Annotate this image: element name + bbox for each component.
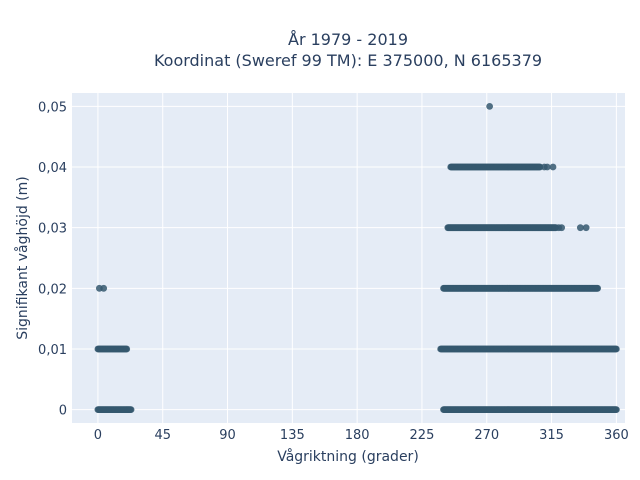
data-point	[486, 102, 494, 110]
chart-title-line1: År 1979 - 2019	[288, 30, 408, 49]
chart-title-line2: Koordinat (Sweref 99 TM): E 375000, N 61…	[154, 51, 542, 70]
plot-area	[72, 93, 625, 423]
y-tick-label: 0,01	[38, 343, 67, 358]
x-tick-label: 135	[280, 428, 305, 443]
x-axis-label: Vågriktning (grader)	[277, 448, 419, 465]
data-point	[576, 224, 584, 232]
y-tick-label: 0	[59, 404, 67, 419]
y-axis-ticks: 0 0,01 0,02 0,03 0,04 0,05	[38, 100, 67, 418]
x-tick-label: 0	[94, 428, 102, 443]
data-point	[594, 284, 602, 292]
data-point	[543, 163, 551, 171]
x-tick-label: 315	[539, 428, 564, 443]
x-axis-ticks: 0 45 90 135 180 225 270 315 360	[94, 428, 629, 443]
x-tick-label: 45	[154, 428, 171, 443]
data-point	[612, 406, 620, 414]
data-point	[127, 406, 135, 414]
data-point	[100, 284, 108, 292]
data-point	[123, 345, 131, 353]
data-points	[94, 102, 620, 414]
data-point	[549, 163, 557, 171]
y-tick-label: 0,04	[38, 161, 67, 176]
y-tick-label: 0,02	[38, 282, 67, 297]
x-tick-label: 360	[604, 428, 629, 443]
x-tick-label: 180	[345, 428, 370, 443]
data-point	[612, 345, 620, 353]
data-point	[582, 224, 590, 232]
x-tick-label: 225	[410, 428, 435, 443]
x-tick-label: 270	[474, 428, 499, 443]
y-tick-label: 0,05	[38, 100, 67, 115]
x-tick-label: 90	[219, 428, 236, 443]
data-point	[558, 224, 566, 232]
y-tick-label: 0,03	[38, 222, 67, 237]
y-axis-label: Signifikant våghöjd (m)	[14, 176, 31, 339]
